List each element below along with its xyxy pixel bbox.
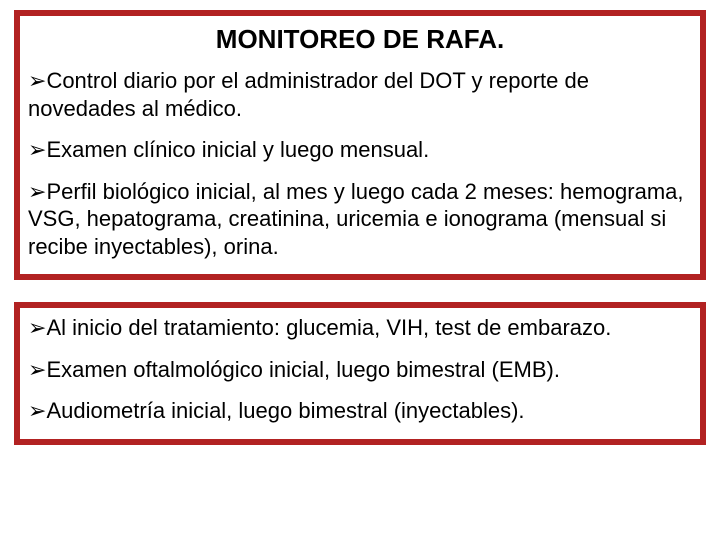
bullet-icon: ➢ (28, 357, 46, 382)
bullet-item: ➢Audiometría inicial, luego bimestral (i… (28, 397, 692, 425)
bullet-text: Perfil biológico inicial, al mes y luego… (28, 179, 684, 259)
slide: MONITOREO DE RAFA. ➢Control diario por e… (0, 0, 720, 540)
bullet-item: ➢Al inicio del tratamiento: glucemia, VI… (28, 314, 692, 342)
bullet-item: ➢Examen clínico inicial y luego mensual. (28, 136, 692, 164)
bullet-text: Examen clínico inicial y luego mensual. (46, 137, 429, 162)
bullet-item: ➢Examen oftalmológico inicial, luego bim… (28, 356, 692, 384)
bullet-text: Examen oftalmológico inicial, luego bime… (46, 357, 560, 382)
bullet-item: ➢Control diario por el administrador del… (28, 67, 692, 122)
bullet-item: ➢Perfil biológico inicial, al mes y lueg… (28, 178, 692, 261)
bullet-icon: ➢ (28, 68, 46, 93)
bullet-icon: ➢ (28, 179, 46, 204)
bullet-text: Al inicio del tratamiento: glucemia, VIH… (46, 315, 611, 340)
bullet-icon: ➢ (28, 398, 46, 423)
bullet-list-top: ➢Control diario por el administrador del… (28, 67, 692, 260)
bullet-icon: ➢ (28, 315, 46, 340)
bullet-text: Audiometría inicial, luego bimestral (in… (46, 398, 524, 423)
info-box-top: MONITOREO DE RAFA. ➢Control diario por e… (14, 10, 706, 280)
bullet-list-bottom: ➢Al inicio del tratamiento: glucemia, VI… (28, 314, 692, 425)
bullet-icon: ➢ (28, 137, 46, 162)
bullet-text: Control diario por el administrador del … (28, 68, 589, 121)
info-box-bottom: ➢Al inicio del tratamiento: glucemia, VI… (14, 302, 706, 445)
slide-title: MONITOREO DE RAFA. (28, 24, 692, 55)
